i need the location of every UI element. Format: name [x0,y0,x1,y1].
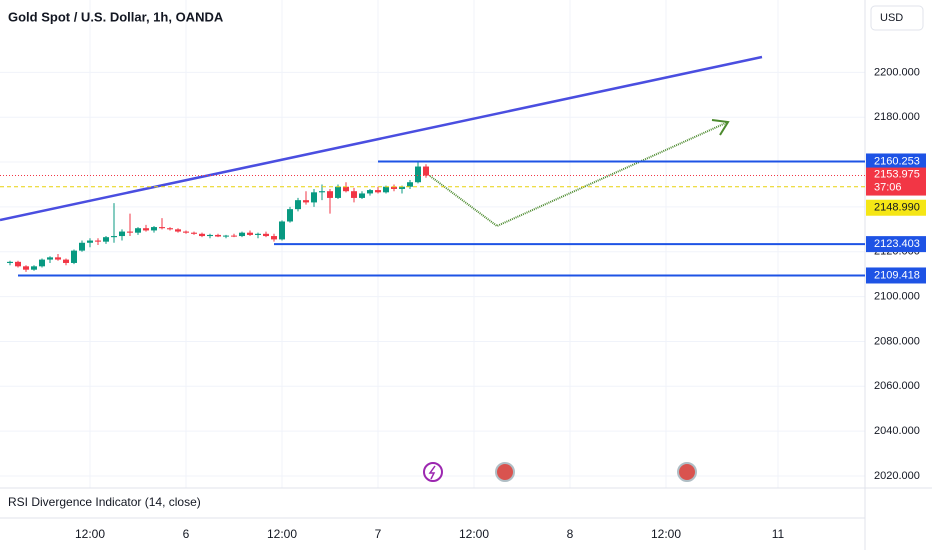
candle-body [215,234,221,237]
level-label-box [866,236,926,253]
candle-body [407,182,413,187]
candle-body [127,231,133,233]
candle-body [231,235,237,237]
candle-body [271,236,277,240]
candle-body [95,240,101,242]
candle-body [335,186,341,198]
candle-body [191,232,197,234]
candle-body [367,190,373,194]
candle-body [351,191,357,198]
candle-body [375,190,381,193]
candle-body [23,266,29,270]
level-label-box [866,153,926,170]
level-label: 2109.418 [874,269,920,281]
candle-body [255,233,261,235]
candle-body [47,257,53,260]
candle-body [111,236,117,238]
candle-body [79,242,85,251]
event-icons [423,462,697,482]
level-label: 2123.403 [874,238,920,250]
candle-body [63,259,69,263]
candle-body [359,193,365,198]
candle-body [119,231,125,237]
candle-body [383,186,389,193]
last-price-label: 2153.975 [874,168,920,180]
candle-body [87,240,93,243]
candle-body [55,257,61,260]
y-tick-label: 2060.000 [874,380,920,392]
candle-body [223,235,229,237]
x-tick-label: 12:00 [459,527,489,541]
candle-body [15,261,21,267]
event-icon[interactable] [495,462,515,482]
y-tick-label: 2100.000 [874,291,920,303]
candle-body [39,259,45,267]
event-icon[interactable] [423,462,443,482]
trend-line [0,55,763,222]
candle-body [423,166,429,176]
y-tick-label: 2080.000 [874,335,920,347]
level-label-box [866,267,926,284]
indicator-label: RSI Divergence Indicator (14, close) [8,495,201,509]
projection-arrow [429,121,729,228]
candle-body [143,228,149,231]
candle-body [159,227,165,229]
y-tick-label: 2200.000 [874,66,920,78]
candle-body [327,191,333,198]
candle-body [303,200,309,203]
candle-body [319,191,325,193]
candle-body [343,186,349,192]
candle-body [151,227,157,231]
candle-body [103,237,109,242]
candle-body [135,228,141,233]
candle-body [31,266,37,270]
candle-body [279,221,285,240]
y-tick-label: 2180.000 [874,111,920,123]
x-tick-label: 11 [772,527,785,541]
candle-body [239,232,245,237]
candle-body [287,209,293,222]
candle-body [399,186,405,189]
candle-body [247,232,253,235]
last-price-box [866,167,926,196]
event-icon[interactable] [677,462,697,482]
y-tick-label: 2020.000 [874,470,920,482]
x-tick-label: 8 [567,527,574,541]
candle-body [175,229,181,232]
x-tick-label: 12:00 [651,527,681,541]
candle-body [295,200,301,210]
candle-body [207,234,213,237]
candle-body [415,166,421,183]
x-tick-label: 6 [183,527,190,541]
chart-title: Gold Spot / U.S. Dollar, 1h, OANDA [8,9,224,24]
x-tick-label: 7 [375,527,382,541]
x-tick-label: 12:00 [267,527,297,541]
level-label: 2160.253 [874,155,920,167]
arrow-head [711,119,730,136]
candle-body [263,233,269,237]
candle-body [71,250,77,263]
candle-body [199,233,205,237]
candle-body [167,228,173,230]
currency-button[interactable] [870,5,924,31]
prev-close-label: 2148.990 [874,202,920,214]
countdown-label: 37:06 [874,181,902,193]
candle-body [7,261,13,263]
event-glyph [428,465,436,480]
candle-body [391,186,397,189]
x-tick-label: 12:00 [75,527,105,541]
candle-body [183,231,189,233]
candle-body [311,192,317,203]
prev-close-box [866,199,926,216]
y-tick-label: 2040.000 [874,425,920,437]
currency-label: USD [880,12,903,24]
